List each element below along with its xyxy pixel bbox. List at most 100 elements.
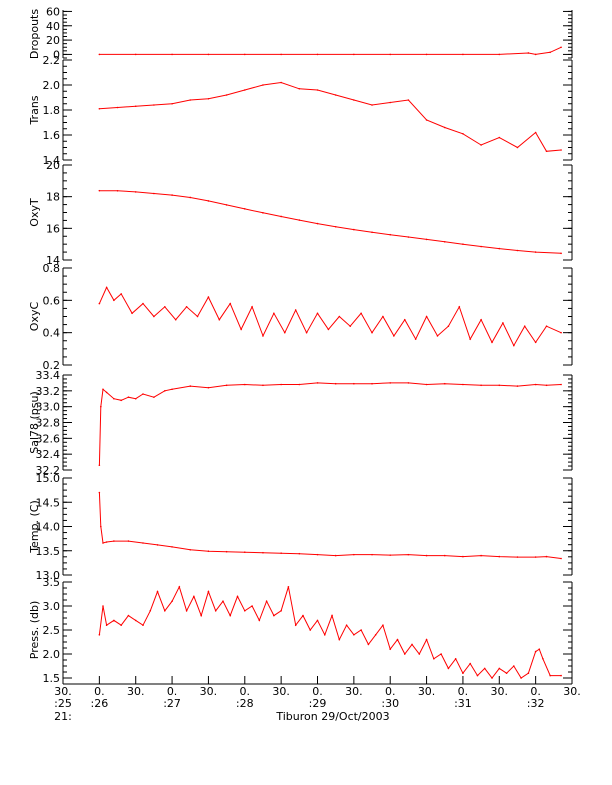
data-point bbox=[207, 386, 210, 389]
data-point bbox=[316, 53, 319, 56]
x-tick-label-minutes: :30 bbox=[381, 697, 399, 710]
data-point bbox=[389, 648, 392, 650]
data-point bbox=[207, 53, 210, 56]
data-point bbox=[229, 614, 232, 617]
data-point bbox=[134, 105, 137, 108]
y-axis-label: Dropouts bbox=[28, 9, 41, 59]
data-point bbox=[440, 653, 442, 655]
x-tick-label-minutes: :32 bbox=[527, 697, 545, 710]
data-point bbox=[280, 610, 282, 612]
data-point bbox=[105, 541, 108, 543]
data-point bbox=[323, 634, 326, 636]
data-point bbox=[294, 624, 297, 626]
data-point bbox=[164, 390, 166, 392]
y-tick-label: 3.5 bbox=[43, 576, 61, 589]
data-point bbox=[560, 46, 562, 49]
y-tick-label: 18 bbox=[46, 191, 60, 204]
data-point bbox=[516, 249, 519, 252]
data-point bbox=[371, 553, 373, 556]
data-point bbox=[120, 624, 122, 626]
data-point bbox=[447, 325, 450, 328]
data-point bbox=[273, 312, 275, 315]
data-point bbox=[142, 542, 144, 544]
series-line-trans bbox=[99, 81, 562, 152]
data-point bbox=[393, 335, 395, 337]
data-point bbox=[100, 405, 102, 408]
data-point bbox=[196, 315, 199, 318]
data-point bbox=[545, 325, 548, 328]
data-point bbox=[98, 491, 101, 494]
data-point bbox=[462, 672, 464, 674]
data-point bbox=[225, 94, 228, 96]
data-point bbox=[105, 624, 108, 626]
data-point bbox=[545, 384, 548, 387]
data-point bbox=[371, 231, 373, 234]
data-point bbox=[142, 393, 144, 395]
data-point bbox=[127, 396, 130, 398]
x-tick-label-seconds: 30. bbox=[272, 685, 290, 698]
y-axis-label: Press. (db) bbox=[28, 601, 41, 660]
series-line-press bbox=[98, 585, 562, 679]
data-point bbox=[545, 150, 548, 153]
y-tick-label: 14 bbox=[46, 254, 60, 267]
y-axis-label: OxyT bbox=[28, 198, 41, 227]
data-point bbox=[189, 196, 192, 199]
y-tick-label: 0.8 bbox=[43, 262, 61, 275]
data-point bbox=[153, 192, 155, 195]
data-point bbox=[153, 315, 155, 318]
y-tick-label: 16 bbox=[46, 222, 60, 235]
data-point bbox=[480, 245, 482, 248]
y-axis-label: Temp. (C) bbox=[28, 500, 41, 554]
data-point bbox=[302, 614, 304, 617]
x-tick-label-seconds: 0. bbox=[385, 685, 396, 698]
data-point bbox=[382, 624, 384, 626]
data-point bbox=[225, 384, 228, 387]
data-point bbox=[371, 382, 373, 385]
data-point bbox=[298, 552, 301, 555]
data-point bbox=[560, 383, 562, 386]
data-point bbox=[549, 51, 551, 54]
data-point bbox=[389, 233, 392, 236]
data-point bbox=[498, 667, 501, 670]
data-point bbox=[243, 551, 246, 554]
y-tick-label: 32.6 bbox=[36, 432, 61, 445]
data-point bbox=[560, 674, 562, 677]
data-point bbox=[98, 189, 101, 192]
data-point bbox=[316, 619, 319, 622]
data-point bbox=[560, 252, 562, 255]
data-point bbox=[513, 344, 515, 347]
data-point bbox=[262, 384, 264, 387]
data-point bbox=[334, 225, 337, 228]
data-point bbox=[353, 99, 355, 101]
x-tick-label-seconds: 0. bbox=[94, 685, 105, 698]
y-tick-label: 33.0 bbox=[36, 401, 61, 414]
data-point bbox=[480, 144, 482, 146]
data-point bbox=[116, 190, 119, 192]
data-point bbox=[418, 653, 421, 655]
data-point bbox=[360, 312, 362, 315]
data-point bbox=[538, 648, 541, 650]
data-point bbox=[102, 605, 104, 607]
data-point bbox=[153, 104, 155, 106]
data-point bbox=[527, 672, 530, 674]
series-line-sal78 bbox=[98, 382, 562, 466]
data-point bbox=[149, 610, 152, 612]
data-point bbox=[174, 318, 177, 321]
data-point bbox=[229, 302, 232, 305]
data-point bbox=[98, 302, 101, 305]
y-tick-label: 20 bbox=[46, 159, 60, 172]
data-point bbox=[425, 315, 428, 318]
x-tick-label-minutes: :26 bbox=[91, 697, 109, 710]
data-point bbox=[389, 53, 392, 56]
data-point bbox=[316, 222, 319, 225]
x-tick-label-seconds: 30. bbox=[491, 685, 509, 698]
data-point bbox=[498, 384, 501, 387]
data-point bbox=[425, 53, 428, 56]
data-point bbox=[458, 306, 461, 308]
y-tick-label: 32.4 bbox=[36, 448, 61, 461]
data-point bbox=[407, 99, 410, 101]
data-point bbox=[407, 236, 410, 238]
y-tick-label: 2.5 bbox=[43, 624, 61, 637]
data-point bbox=[305, 331, 308, 334]
data-point bbox=[527, 52, 530, 54]
